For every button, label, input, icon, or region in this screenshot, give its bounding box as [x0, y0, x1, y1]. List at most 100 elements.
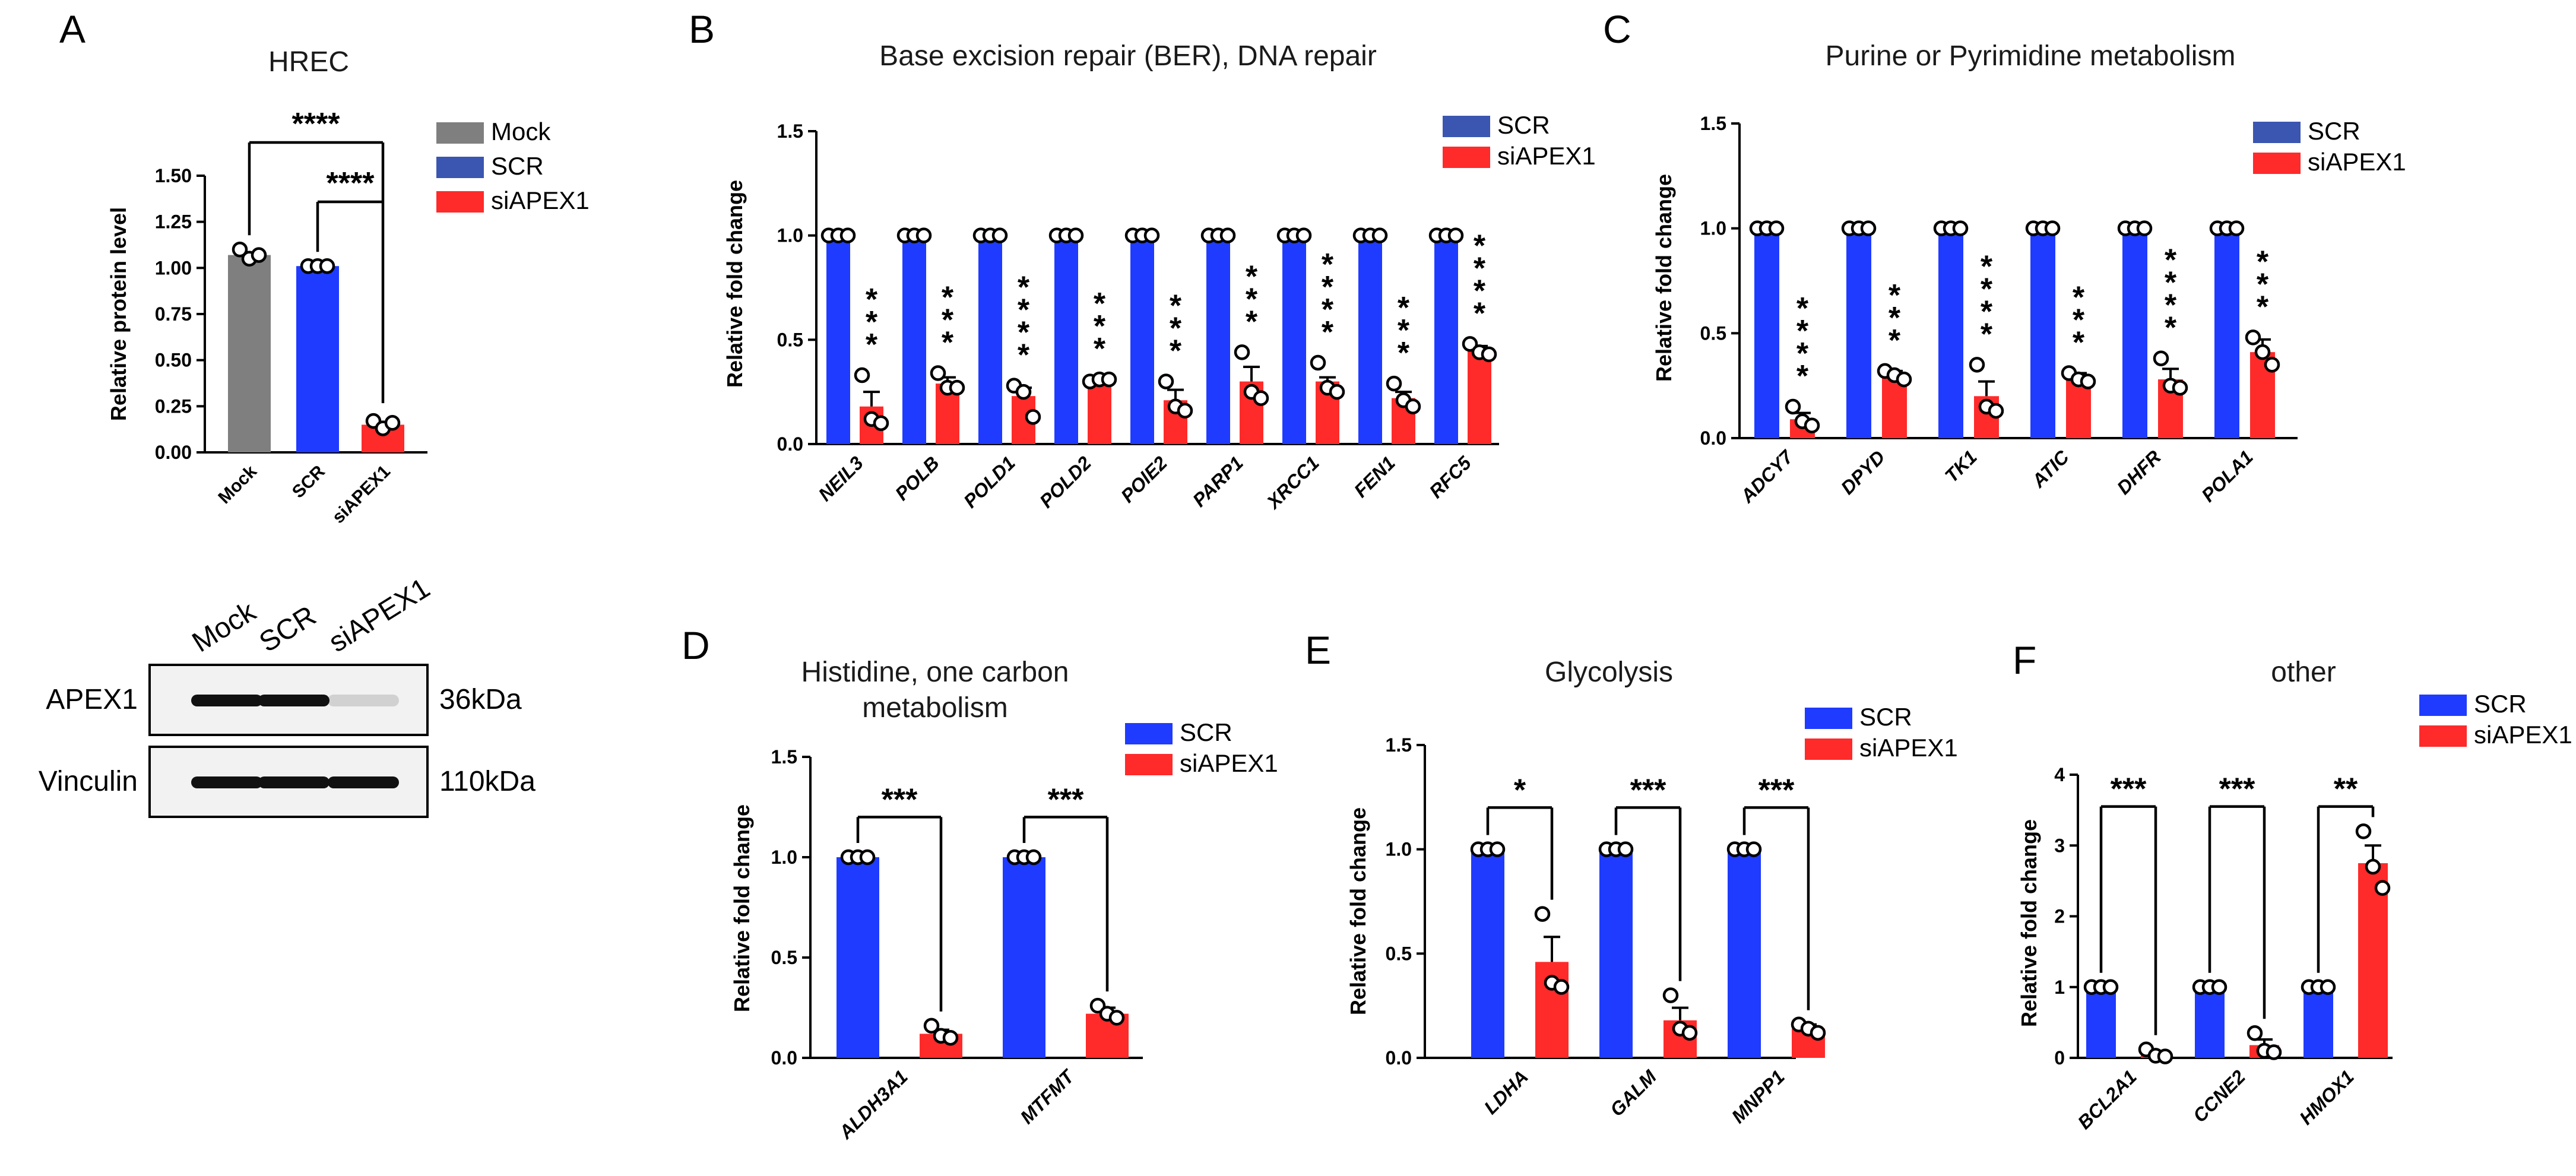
- panel-c-x-tick-label: ADCY7: [1736, 445, 1798, 507]
- panel-c-title: Purine or Pyrimidine metabolism: [1826, 40, 2236, 72]
- panel-d-scr-point: [859, 849, 876, 866]
- panel-c-sig-star: *: [1796, 314, 1809, 348]
- panel-e-si-point: [1534, 906, 1551, 922]
- panel-a-title: HREC: [268, 46, 349, 78]
- blot-band: [328, 776, 399, 788]
- panel-c-si-point: [2172, 379, 2188, 396]
- panel-a-y-tick-label: 1.25: [155, 211, 192, 233]
- panel-b-bar-scr: [1358, 235, 1382, 444]
- panel-f-si-point: [2374, 880, 2391, 896]
- panel-c-y-tick-label: 0.0: [1700, 427, 1726, 449]
- panel-c-sig-star: *: [1889, 324, 1901, 358]
- panel-b-y-tick-label: 1.0: [777, 225, 803, 246]
- panel-f-legend-swatch: [2419, 725, 2467, 747]
- panel-c-bar-scr: [1846, 228, 1871, 438]
- panel-d-legend-swatch: [1125, 754, 1173, 775]
- panel-a-x-tick-label: SCR: [289, 461, 329, 502]
- blot-kda-label: 36kDa: [439, 684, 522, 715]
- panel-c-sig-star: *: [1889, 278, 1901, 313]
- panel-e-y-tick-label: 1.5: [1386, 734, 1412, 756]
- panel-d-bar-scr: [1003, 857, 1045, 1058]
- panel-e-bar-scr: [1471, 849, 1504, 1058]
- panel-c-bar-scr: [2030, 228, 2055, 438]
- panel-a-point: [251, 247, 267, 263]
- panel-d-sig-label: ***: [882, 782, 918, 817]
- panel-b-y-tick-label: 0.0: [777, 433, 803, 455]
- panel-e-legend-label: siAPEX1: [1859, 734, 1958, 762]
- panel-c-scr-point: [2044, 220, 2061, 236]
- panel-b-sig-star: *: [1246, 305, 1258, 339]
- panel-b-sig-star: *: [1474, 274, 1486, 308]
- panel-f-si-point: [2266, 1044, 2282, 1060]
- panel-d-legend-label: siAPEX1: [1180, 749, 1278, 777]
- panel-b-sig-star: *: [1322, 248, 1334, 282]
- panel-c-sig-star: *: [1796, 291, 1809, 326]
- blot-row-label: Vinculin: [39, 766, 138, 797]
- panel-f-y-tick-label: 1: [2054, 977, 2065, 998]
- panel-c-sig-star: *: [2073, 325, 2085, 360]
- panel-b-x-tick-label: POLD1: [959, 452, 1019, 512]
- panel-b-scr-point: [1067, 227, 1084, 243]
- panel-d-x-tick-label: ALDH3A1: [834, 1066, 912, 1143]
- panel-e-y-tick-label: 1.0: [1386, 839, 1412, 860]
- panel-c-sig-star: *: [2165, 243, 2177, 278]
- panel-b-sig-star: *: [1474, 296, 1486, 331]
- panel-e-sig-label: *: [1514, 773, 1526, 807]
- panel-b-sig-star: *: [1094, 332, 1106, 366]
- panel-c-bar-scr: [2214, 228, 2239, 438]
- panel-e-legend-swatch: [1805, 738, 1852, 760]
- panel-b-sig-star: *: [942, 303, 954, 338]
- panel-e-x-tick-label: GALM: [1606, 1066, 1661, 1121]
- panel-e-bar-scr: [1728, 849, 1761, 1058]
- panel-c-sig-star: *: [1981, 272, 1993, 306]
- panel-e-scr-point: [1745, 841, 1762, 857]
- panel-b-sig-star: *: [1474, 251, 1486, 286]
- panel-d-legend-label: SCR: [1180, 718, 1232, 746]
- panel-c-scr-point: [1768, 220, 1785, 236]
- panel-d-ylabel: Relative fold change: [730, 804, 754, 1012]
- panel-e-title: Glycolysis: [1545, 657, 1673, 688]
- panel-b-scr-point: [1295, 227, 1312, 243]
- panel-f-bar-scr: [2195, 987, 2225, 1058]
- panel-b-scr-point: [1371, 227, 1388, 243]
- panel-b-si-point: [949, 379, 965, 396]
- panel-d-y-tick-label: 1.5: [771, 746, 797, 768]
- panel-b-si-point: [1253, 390, 1269, 406]
- panel-b-sig-star: *: [942, 281, 954, 315]
- panel-a-y-tick-label: 0.00: [155, 442, 192, 463]
- panel-b-si-point: [1177, 402, 1193, 419]
- panel-b-x-tick-label: XRCC1: [1262, 452, 1323, 513]
- panel-b-scr-point: [839, 227, 856, 243]
- panel-b-sig-star: *: [1018, 316, 1030, 350]
- panel-b-x-tick-label: FEN1: [1350, 452, 1399, 501]
- panel-f-si-point: [2247, 1025, 2263, 1041]
- panel-a-y-tick-label: 0.75: [155, 303, 192, 325]
- panel-d-si-point: [923, 1017, 940, 1034]
- panel-d-sig-label: ***: [1048, 782, 1084, 817]
- panel-e-ylabel: Relative fold change: [1346, 807, 1370, 1015]
- blot-row-label: APEX1: [46, 684, 138, 715]
- panel-f-sig-label: **: [2334, 772, 2358, 807]
- panel-e-x-tick-label: MNPP1: [1728, 1066, 1789, 1127]
- panel-b-bar-scr: [978, 235, 1002, 444]
- panel-f-legend-swatch: [2419, 695, 2467, 716]
- panel-b-label: B: [689, 7, 715, 51]
- panel-b-si-point: [1310, 354, 1326, 371]
- panel-c-si-point: [1804, 417, 1820, 434]
- panel-b-sig-star: *: [942, 326, 954, 360]
- panel-a-sig-label: ****: [327, 166, 375, 201]
- panel-c-si-point: [2254, 344, 2271, 360]
- blot-kda-label: 110kDa: [439, 766, 536, 797]
- panel-d-x-tick-label: MTFMT: [1016, 1065, 1079, 1128]
- panel-a-y-tick-label: 1.50: [155, 165, 192, 186]
- blot-lane-label: SCR: [254, 600, 322, 659]
- panel-f-bar-scr: [2303, 987, 2333, 1058]
- panel-c-sig-star: *: [2165, 289, 2177, 323]
- panel-e-si-point: [1810, 1025, 1826, 1041]
- panel-c-sig-star: *: [1796, 359, 1809, 394]
- panel-d-label: D: [682, 623, 710, 667]
- panel-a-point: [384, 415, 401, 431]
- panel-e-si-point: [1662, 987, 1679, 1003]
- panel-c-sig-star: *: [2073, 280, 2085, 315]
